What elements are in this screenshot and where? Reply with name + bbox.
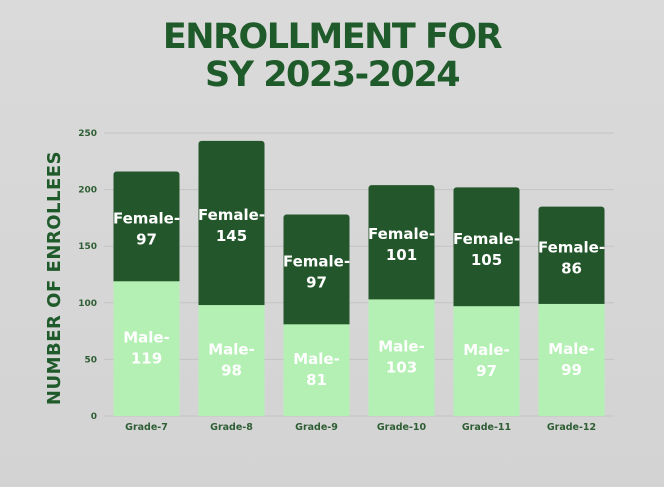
data-label-female-value: 97: [306, 273, 327, 291]
data-label-male-value: 103: [386, 359, 417, 377]
data-label-male-value: 81: [306, 371, 327, 389]
data-label-female-name: Female-: [113, 209, 180, 227]
y-tick-label: 150: [78, 242, 97, 252]
bar-female: [453, 187, 520, 313]
data-label-female-value: 101: [386, 246, 417, 264]
data-label-male-value: 97: [476, 362, 497, 380]
data-label-male-name: Male-: [548, 340, 595, 358]
y-axis-ticks: 0 50 100 150 200 250: [78, 129, 97, 422]
data-label-female-name: Female-: [368, 225, 435, 243]
bar-group-grade-8: Female- 145 Male- 98: [198, 140, 265, 416]
y-axis-label: NUMBER OF ENROLLEES: [44, 151, 65, 405]
bar-female: [368, 185, 435, 306]
data-label-male-value: 98: [221, 362, 242, 380]
data-label-female-value: 97: [136, 230, 157, 248]
data-label-female-name: Female-: [283, 252, 350, 270]
bar-male: [283, 324, 350, 416]
data-label-female-value: 145: [216, 227, 247, 245]
bar-male: [198, 305, 265, 416]
x-axis-categories: Grade-7 Grade-8 Grade-9 Grade-10 Grade-11 Gra…: [125, 422, 596, 433]
chart-title-line-2: SY 2023-2024: [204, 55, 461, 95]
bar-female: [538, 206, 605, 310]
data-label-female-name: Female-: [198, 206, 265, 224]
bar-group-grade-11: Female- 105 Male- 97: [453, 187, 520, 416]
bar-group-grade-12: Female- 86 Male- 99: [538, 206, 605, 416]
bar-male: [538, 303, 605, 416]
bar-male: [113, 281, 180, 416]
bar-series: Female-97Male-119Female-145Male-98Female…: [113, 140, 605, 416]
x-category-label: Grade-11: [462, 422, 511, 433]
data-label-female-name: Female-: [538, 238, 605, 256]
bar-male: [368, 299, 435, 416]
bar-male: [453, 306, 520, 416]
gridlines: [104, 132, 614, 417]
bar-female: [113, 171, 180, 288]
x-category-label: Grade-10: [377, 422, 427, 433]
chart-title: ENROLLMENT FOR SY 2023-2024: [0, 18, 664, 94]
y-tick-label: 100: [78, 299, 97, 309]
bar-female: [283, 214, 350, 331]
data-label-male-name: Male-: [293, 350, 340, 368]
x-category-label: Grade-8: [210, 422, 253, 433]
data-label-female-value: 86: [561, 259, 582, 277]
data-label-female-value: 105: [471, 251, 502, 269]
bar-female: [198, 140, 265, 312]
y-tick-label: 250: [78, 129, 97, 139]
chart-title-line-1: ENROLLMENT FOR: [162, 17, 503, 57]
x-category-label: Grade-9: [295, 422, 338, 433]
data-label-female-name: Female-: [453, 230, 520, 248]
data-label-male-name: Male-: [378, 338, 425, 356]
data-label-male-name: Male-: [208, 341, 255, 359]
bar-group-grade-7: Female- 97 Male- 119: [113, 171, 180, 416]
data-label-male-value: 119: [131, 350, 162, 368]
y-tick-label: 0: [91, 412, 97, 422]
data-label-male-value: 99: [561, 361, 582, 379]
bar-group-grade-10: Female- 101 Male- 103: [368, 185, 435, 416]
data-label-male-name: Male-: [123, 329, 170, 347]
x-category-label: Grade-7: [125, 422, 168, 433]
y-tick-label: 200: [78, 186, 97, 196]
x-category-label: Grade-12: [547, 422, 596, 433]
data-label-male-name: Male-: [463, 341, 510, 359]
bar-group-grade-9: Female- 97 Male- 81: [283, 214, 350, 416]
y-tick-label: 50: [84, 355, 97, 365]
